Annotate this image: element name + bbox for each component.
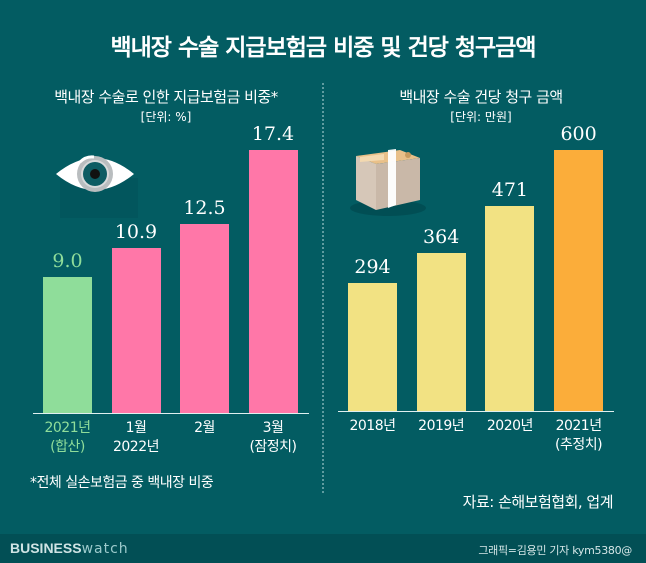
x-tick-label: 2018년 bbox=[333, 417, 413, 436]
x-tick-line2: (잠정치) bbox=[249, 439, 297, 455]
x-tick-line2: (합산) bbox=[50, 439, 85, 455]
x-tick-line1: 2021년 bbox=[555, 418, 603, 434]
x-tick-line1: 2월 bbox=[194, 420, 215, 436]
bar bbox=[111, 248, 161, 413]
x-tick-line1: 2019년 bbox=[418, 418, 465, 434]
brand-light: watch bbox=[81, 541, 129, 557]
data-label: 471 bbox=[491, 179, 529, 202]
x-tick-line2: (추정치) bbox=[555, 437, 603, 453]
bar bbox=[554, 150, 604, 411]
bar bbox=[416, 252, 466, 411]
right-chart-unit: [단위: 만원] bbox=[450, 110, 512, 124]
bar bbox=[348, 283, 397, 411]
x-tick-line1: 2021년 bbox=[44, 420, 91, 436]
x-tick-line2: 2022년 bbox=[112, 439, 160, 455]
x-tick-label: 2020년 bbox=[470, 417, 550, 436]
data-label: 12.5 bbox=[183, 197, 226, 220]
x-tick-label: 1월 2022년 bbox=[96, 419, 176, 457]
panel-divider bbox=[322, 83, 324, 493]
data-label: 17.4 bbox=[251, 123, 295, 145]
brand-bold: BUSINESS bbox=[10, 540, 82, 556]
left-chart-subtitle: 백내장 수술로 인한 지급보험금 비중* bbox=[54, 88, 278, 106]
left-chart-unit: [단위: %] bbox=[140, 110, 192, 124]
right-chart-subtitle: 백내장 수술 건당 청구 금액 bbox=[399, 88, 563, 106]
x-tick-line1: 3월 bbox=[262, 420, 284, 436]
bar bbox=[485, 206, 535, 411]
data-label: 9.0 bbox=[52, 249, 83, 272]
data-label: 600 bbox=[560, 123, 597, 145]
source-note: 자료: 손해보험협회, 업계 bbox=[462, 493, 614, 511]
x-tick-line1: 1월 bbox=[125, 420, 147, 436]
footnote: *전체 실손보험금 중 백내장 비중 bbox=[30, 475, 214, 491]
brand-logo: BUSINESSwatch bbox=[10, 540, 129, 557]
x-tick-label: 2021년 (합산) bbox=[28, 419, 108, 457]
infographic-title: 백내장 수술 지급보험금 비중 및 건당 청구금액 bbox=[110, 35, 536, 61]
x-axis-line bbox=[338, 411, 614, 412]
graphic-credit: 그래픽=김용민 기자 kym5380@ bbox=[478, 544, 632, 557]
bar bbox=[43, 276, 92, 413]
bar bbox=[180, 224, 229, 413]
data-label: 364 bbox=[423, 225, 460, 248]
data-label: 294 bbox=[354, 256, 391, 279]
eye-icon bbox=[56, 155, 138, 218]
bar bbox=[248, 150, 298, 413]
x-tick-line1: 2020년 bbox=[486, 418, 534, 434]
x-tick-label: 3월 (잠정치) bbox=[233, 419, 313, 457]
x-tick-label: 2월 bbox=[165, 419, 245, 438]
money-bundle-icon bbox=[350, 149, 426, 216]
x-tick-line1: 2018년 bbox=[349, 418, 396, 434]
x-tick-label: 2021년 (추정치) bbox=[539, 417, 619, 455]
x-tick-label: 2019년 bbox=[401, 417, 481, 436]
footer-bar bbox=[0, 534, 646, 563]
x-axis-line bbox=[33, 413, 309, 414]
data-label: 10.9 bbox=[114, 221, 158, 244]
